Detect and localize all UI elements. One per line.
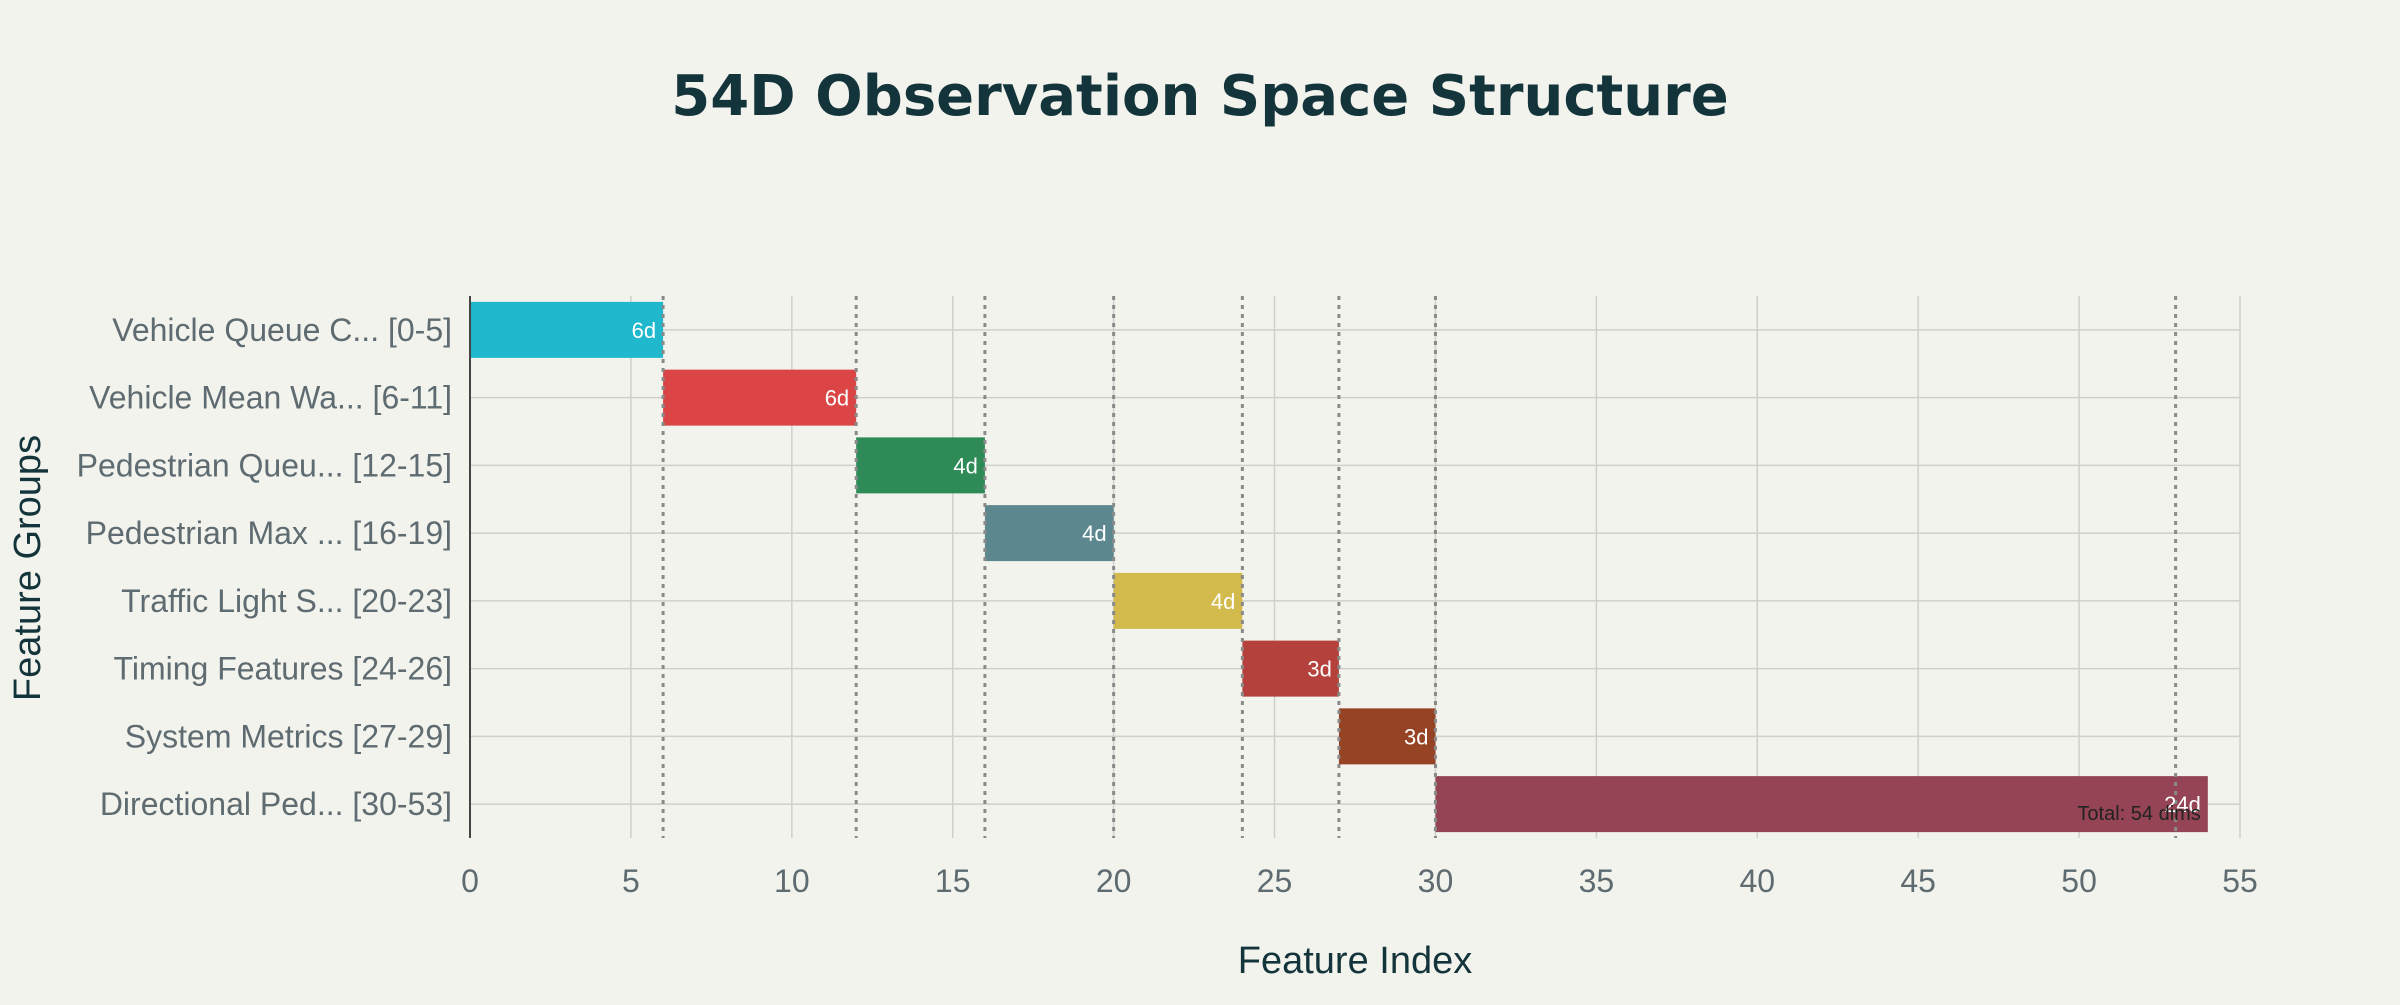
bar-value-label: 4d <box>953 453 977 478</box>
x-tick-label: 25 <box>1257 863 1293 899</box>
y-tick-label: Vehicle Mean Wa... [6-11] <box>89 380 452 416</box>
x-tick-label: 45 <box>1900 863 1936 899</box>
x-tick-label: 50 <box>2061 863 2097 899</box>
bar <box>1338 708 1436 765</box>
x-tick-label: 30 <box>1418 863 1454 899</box>
y-tick-label: Directional Ped... [30-53] <box>100 786 452 822</box>
x-tick-label: 0 <box>461 863 479 899</box>
y-axis-title: Feature Groups <box>7 435 49 701</box>
y-tick-label: Timing Features [24-26] <box>113 651 452 687</box>
y-tick-label: Vehicle Queue C... [0-5] <box>112 312 452 348</box>
x-tick-label: 35 <box>1579 863 1615 899</box>
bar <box>663 369 857 426</box>
y-tick-label: Traffic Light S... [20-23] <box>121 583 452 619</box>
bar <box>470 301 664 358</box>
total-annotation: Total: 54 dims <box>2077 803 2200 825</box>
bar-value-label: 6d <box>632 318 656 343</box>
chart-title: 54D Observation Space Structure <box>671 64 1729 129</box>
x-tick-label: 20 <box>1096 863 1132 899</box>
y-tick-label: Pedestrian Queu... [12-15] <box>77 447 452 483</box>
x-tick-label: 5 <box>622 863 640 899</box>
bar-layer <box>470 301 2208 833</box>
bar <box>1435 776 2208 833</box>
bar <box>984 505 1114 562</box>
x-tick-label: 10 <box>774 863 810 899</box>
x-tick-label: 15 <box>935 863 971 899</box>
bar-value-label: 4d <box>1211 589 1235 614</box>
x-axis-title: Feature Index <box>1238 940 1472 982</box>
y-tick-label: Pedestrian Max ... [16-19] <box>86 515 452 551</box>
y-tick-label: System Metrics [27-29] <box>125 718 452 754</box>
bar-value-label: 24d <box>2164 792 2201 817</box>
bar <box>856 437 985 494</box>
x-tick-label: 55 <box>2222 863 2258 899</box>
bar-value-label: 3d <box>1404 724 1428 749</box>
bar <box>1242 640 1339 697</box>
bar-value-label: 6d <box>825 386 849 411</box>
axis-layer: 0 5 10 15 20 25 30 35 40 45 50 55 Vehicle Queue C...… <box>77 296 2258 899</box>
bar-value-label: 3d <box>1307 657 1331 682</box>
bar-value-label: 4d <box>1082 521 1106 546</box>
bar <box>1113 572 1243 629</box>
x-tick-label: 40 <box>1739 863 1775 899</box>
boundary-layer <box>661 296 2178 838</box>
